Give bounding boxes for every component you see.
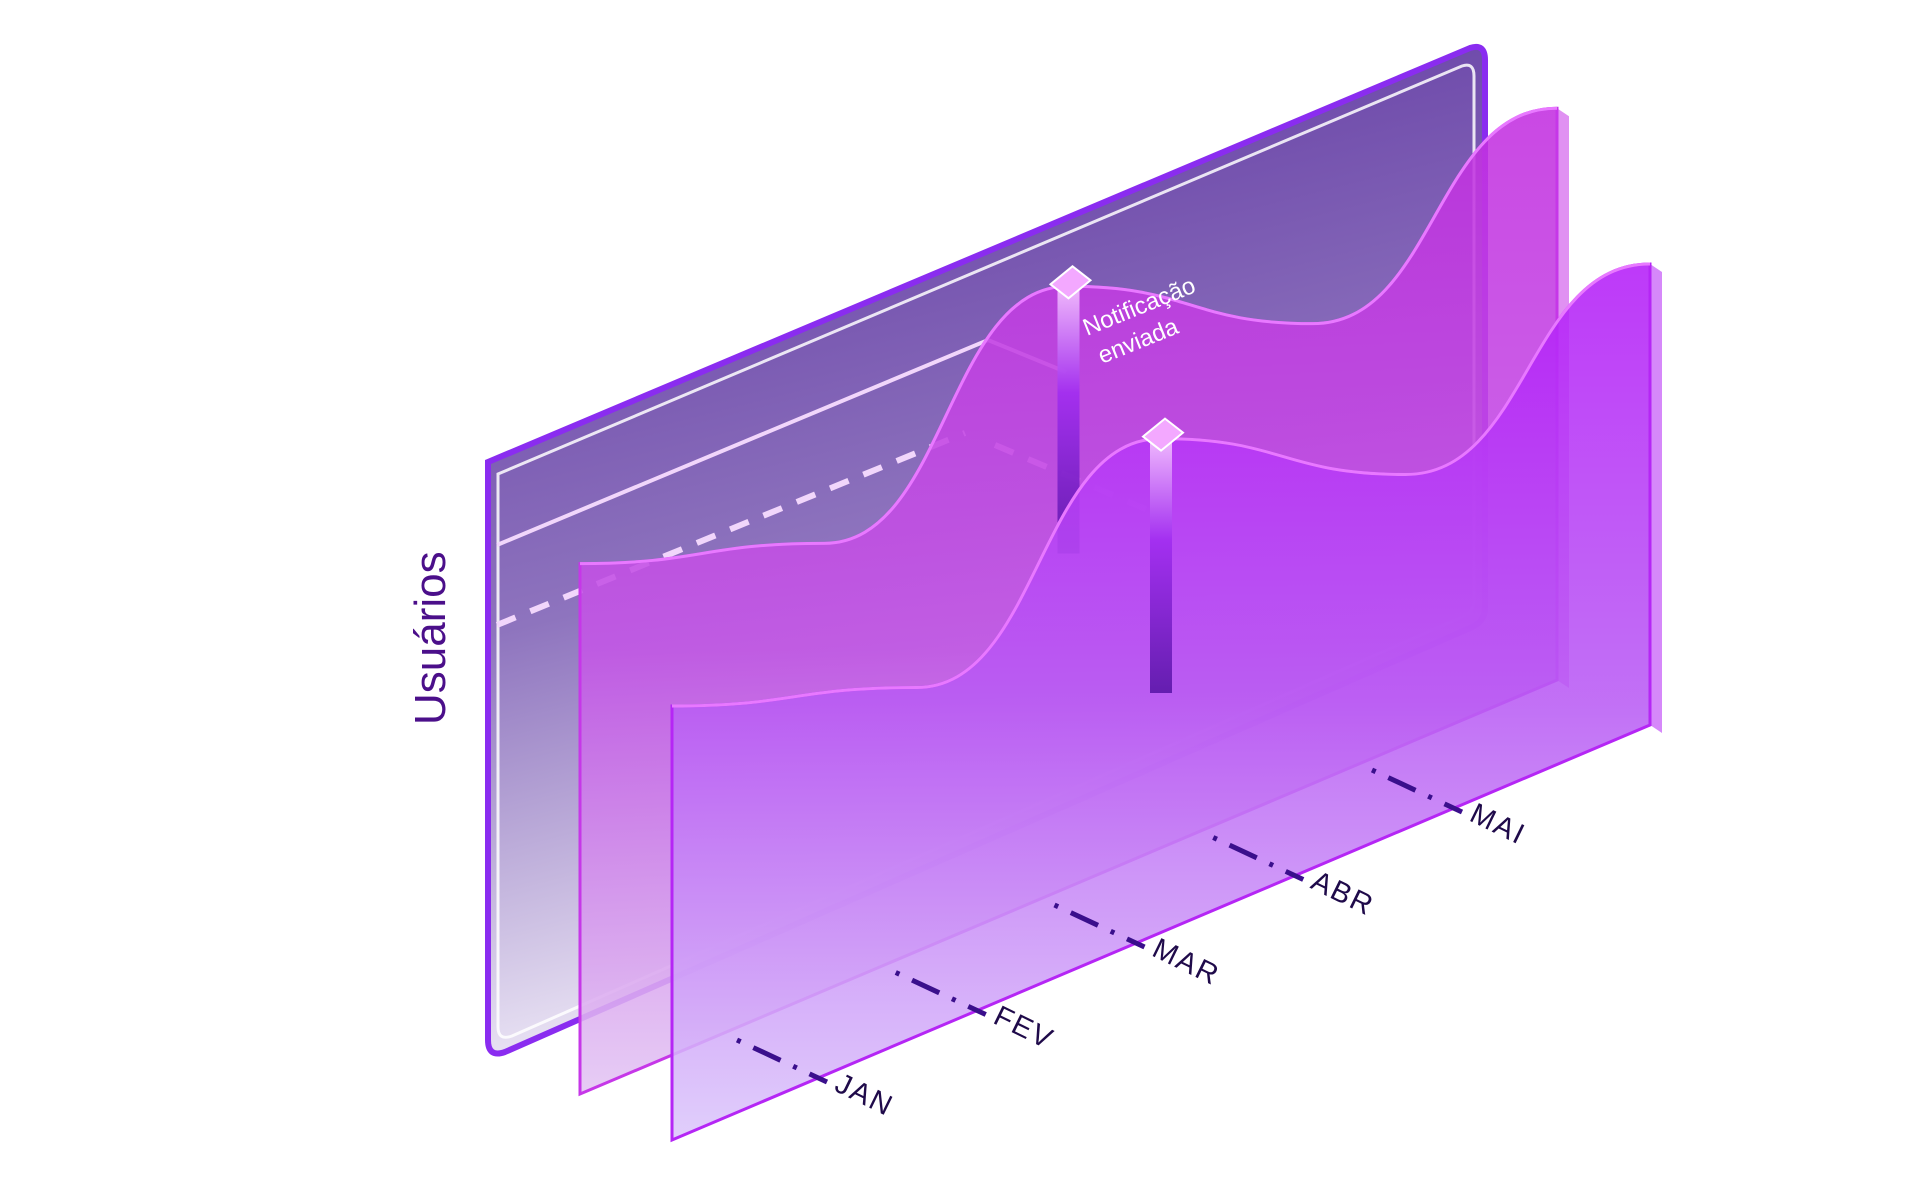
area-series-2 — [670, 262, 1662, 1143]
x-tick-label: ABR — [1306, 865, 1379, 923]
area-series-2-edge — [1650, 264, 1662, 733]
x-tick-label: MAI — [1465, 798, 1531, 852]
x-tick-dash — [1212, 835, 1305, 882]
peak-marker-cap — [1048, 265, 1093, 300]
x-tick-label: JAN — [830, 1068, 899, 1123]
x-tick-dash — [894, 970, 987, 1017]
x-tick-label: FEV — [989, 1000, 1059, 1056]
peak-marker-pillar — [1150, 438, 1172, 693]
x-tick-dash — [735, 1037, 829, 1085]
y-axis-title: Usuários — [406, 551, 455, 725]
x-tick-label: MAR — [1147, 933, 1224, 993]
x-tick-dash — [1053, 902, 1146, 950]
x-tick-dash — [1370, 767, 1464, 815]
peak-marker-cap — [1141, 417, 1185, 452]
peak-marker-pillar — [1057, 286, 1080, 554]
